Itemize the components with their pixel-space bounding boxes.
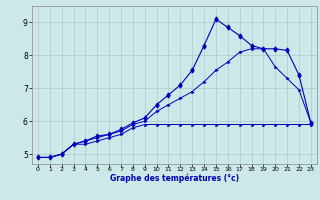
X-axis label: Graphe des températures (°c): Graphe des températures (°c)	[110, 174, 239, 183]
